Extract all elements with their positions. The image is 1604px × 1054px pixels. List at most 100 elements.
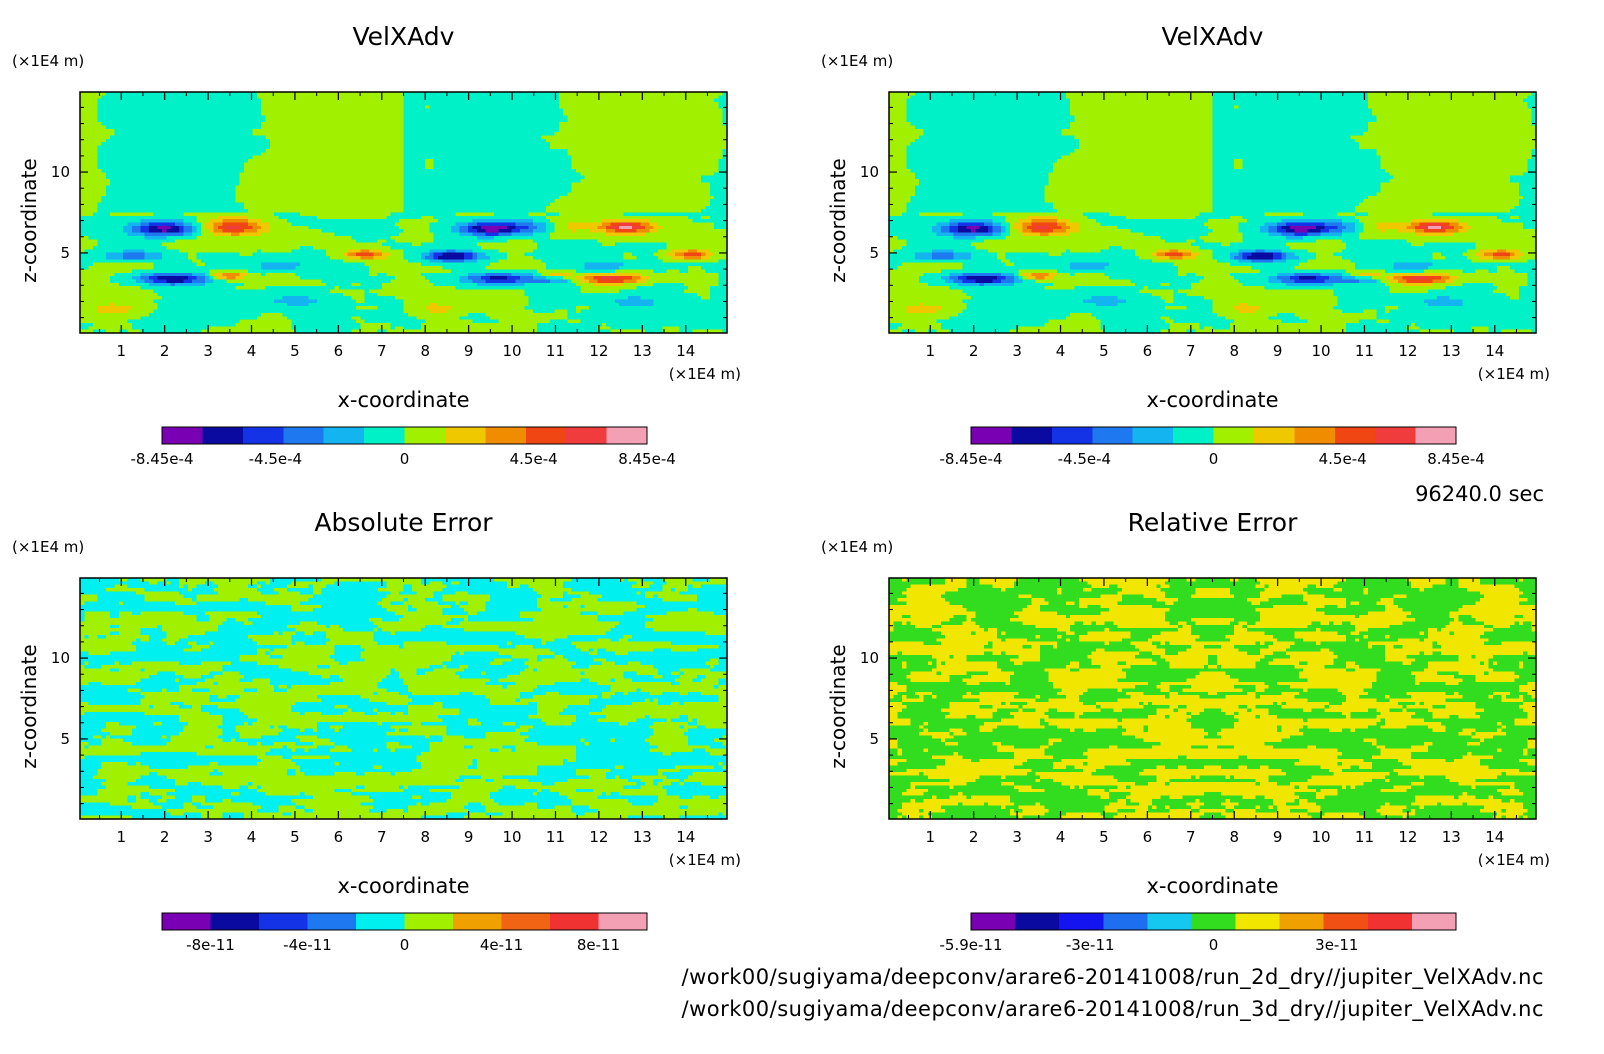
heatmap-cell [317, 112, 323, 117]
heatmap-cell [640, 95, 646, 100]
heatmap-cell [174, 102, 180, 106]
heatmap-cell [360, 98, 366, 103]
heatmap-cell [438, 112, 443, 117]
heatmap-cell [170, 105, 176, 110]
heatmap-cell [157, 102, 163, 106]
heatmap-cell [114, 92, 120, 96]
heatmap-cell [343, 105, 349, 110]
heatmap-cell [209, 122, 215, 127]
heatmap-cell [390, 125, 396, 130]
heatmap-cell [705, 108, 711, 113]
heatmap-cell [498, 118, 504, 123]
heatmap-cell [563, 118, 568, 123]
heatmap-cell [459, 108, 465, 113]
heatmap-cell [356, 95, 361, 100]
heatmap-cell [256, 92, 262, 96]
heatmap-cell [287, 108, 292, 113]
heatmap-cell [114, 122, 120, 127]
heatmap-cell [381, 108, 387, 113]
heatmap-cell [619, 95, 625, 100]
heatmap-cell [317, 102, 323, 106]
heatmap-cell [265, 95, 271, 100]
heatmap-cell [399, 98, 405, 103]
heatmap-cell [528, 98, 534, 103]
heatmap-cell [88, 115, 94, 120]
heatmap-cell [666, 105, 672, 110]
heatmap-cell [683, 115, 689, 120]
heatmap-cell [601, 122, 607, 127]
heatmap-cell [105, 125, 111, 130]
heatmap-cell [356, 118, 361, 123]
heatmap-cell [381, 105, 387, 110]
heatmap-cell [304, 98, 310, 103]
heatmap-cell [200, 98, 206, 103]
heatmap-cell [101, 122, 107, 127]
heatmap-cell [282, 108, 288, 113]
heatmap-cell [472, 108, 478, 113]
heatmap-cell [429, 98, 435, 103]
heatmap-cell [528, 122, 534, 127]
heatmap-cell [442, 122, 448, 127]
heatmap-cell [438, 108, 443, 113]
heatmap-cell [114, 95, 120, 100]
heatmap-cell [131, 98, 137, 103]
heatmap-cell [463, 118, 469, 123]
heatmap-cell [192, 92, 198, 96]
heatmap-cell [243, 112, 249, 117]
heatmap-cell [645, 98, 650, 103]
heatmap-cell [666, 108, 672, 113]
heatmap-cell [632, 105, 638, 110]
heatmap-cell [174, 108, 180, 113]
heatmap-cell [235, 95, 241, 100]
heatmap-cell [170, 108, 176, 113]
heatmap-cell [645, 105, 650, 110]
heatmap-cell [584, 102, 590, 106]
heatmap-cell [356, 125, 361, 130]
heatmap-cell [101, 115, 107, 120]
heatmap-cell [84, 125, 90, 130]
heatmap-cell [675, 98, 681, 103]
heatmap-cell [92, 92, 98, 96]
heatmap-cell [485, 118, 491, 123]
heatmap-cell [136, 92, 141, 96]
heatmap-cell [304, 125, 310, 130]
heatmap-cell [683, 108, 689, 113]
heatmap-cell [209, 108, 215, 113]
heatmap-cell [295, 108, 301, 113]
heatmap-cell [502, 98, 508, 103]
heatmap-cell [127, 92, 133, 96]
heatmap-cell [701, 118, 707, 123]
heatmap-cell [239, 112, 245, 117]
heatmap-cell [209, 105, 215, 110]
heatmap-cell [576, 95, 581, 100]
heatmap-cell [442, 118, 448, 123]
heatmap-cell [252, 92, 258, 96]
heatmap-cell [450, 95, 456, 100]
heatmap-cell [274, 108, 280, 113]
heatmap-cell [261, 115, 267, 120]
heatmap-cell [230, 92, 236, 96]
heatmap-cell [321, 105, 327, 110]
heatmap-cell [123, 125, 129, 130]
heatmap-cell [692, 112, 698, 117]
heatmap-cell [265, 108, 271, 113]
heatmap-cell [532, 92, 538, 96]
heatmap-cell [338, 102, 344, 106]
heatmap-cell [222, 125, 228, 130]
heatmap-cell [105, 105, 111, 110]
heatmap-cell [200, 92, 206, 96]
heatmap-cell [256, 125, 262, 130]
heatmap-cell [343, 95, 349, 100]
heatmap-cell [692, 108, 698, 113]
heatmap-cell [653, 105, 659, 110]
heatmap-cell [222, 98, 228, 103]
heatmap-cell [714, 122, 719, 127]
heatmap-cell [200, 95, 206, 100]
heatmap-cell [463, 95, 469, 100]
heatmap-cell [140, 108, 146, 113]
heatmap-cell [399, 122, 405, 127]
heatmap-cell [252, 95, 258, 100]
heatmap-cell [528, 102, 534, 106]
heatmap-cell [183, 125, 189, 130]
heatmap-cell [256, 115, 262, 120]
